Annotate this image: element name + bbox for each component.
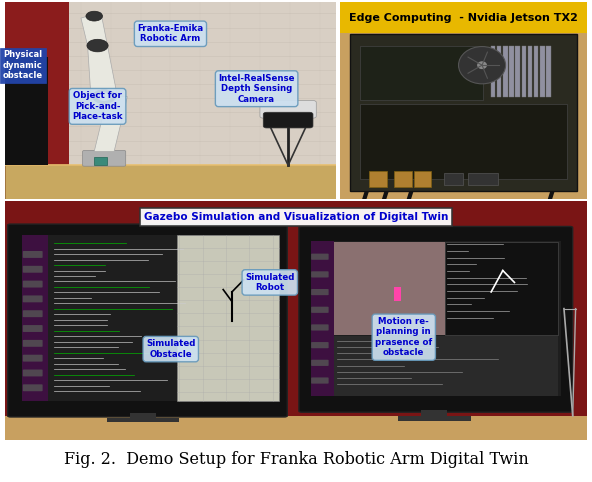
FancyBboxPatch shape: [263, 112, 313, 128]
FancyBboxPatch shape: [311, 342, 329, 348]
Text: Gazebo Simulation and Visualization of Digital Twin: Gazebo Simulation and Visualization of D…: [144, 212, 448, 222]
Text: Franka-Emika
Robotic Arm: Franka-Emika Robotic Arm: [137, 24, 204, 43]
Polygon shape: [81, 12, 108, 46]
FancyBboxPatch shape: [23, 266, 43, 273]
FancyBboxPatch shape: [5, 201, 587, 440]
FancyBboxPatch shape: [394, 287, 401, 301]
FancyBboxPatch shape: [94, 157, 108, 165]
FancyBboxPatch shape: [22, 235, 49, 402]
FancyBboxPatch shape: [23, 281, 43, 288]
Circle shape: [87, 40, 108, 52]
FancyBboxPatch shape: [468, 173, 498, 185]
Text: Simulated
Robot: Simulated Robot: [245, 273, 294, 292]
FancyBboxPatch shape: [5, 165, 336, 199]
FancyBboxPatch shape: [394, 171, 411, 187]
FancyBboxPatch shape: [522, 46, 526, 96]
FancyBboxPatch shape: [443, 173, 464, 185]
Text: Motion re-
planning in
prasence of
obstacle: Motion re- planning in prasence of obsta…: [375, 317, 432, 357]
FancyBboxPatch shape: [540, 46, 545, 96]
FancyBboxPatch shape: [23, 310, 43, 317]
FancyBboxPatch shape: [5, 2, 69, 199]
FancyBboxPatch shape: [299, 227, 572, 412]
Text: Object for
Pick-and-
Place-task: Object for Pick-and- Place-task: [72, 92, 123, 121]
FancyBboxPatch shape: [534, 46, 539, 96]
FancyBboxPatch shape: [340, 2, 587, 199]
FancyBboxPatch shape: [23, 340, 43, 347]
Text: Intel-RealSense
Depth Sensing
Camera: Intel-RealSense Depth Sensing Camera: [218, 74, 295, 104]
FancyBboxPatch shape: [311, 254, 329, 260]
FancyBboxPatch shape: [528, 46, 532, 96]
FancyBboxPatch shape: [311, 307, 329, 313]
FancyBboxPatch shape: [5, 57, 48, 165]
FancyBboxPatch shape: [23, 251, 43, 258]
Circle shape: [459, 47, 506, 84]
Circle shape: [92, 90, 116, 104]
FancyBboxPatch shape: [107, 418, 179, 422]
Circle shape: [477, 61, 487, 69]
FancyBboxPatch shape: [398, 416, 471, 421]
FancyBboxPatch shape: [491, 46, 495, 96]
Circle shape: [86, 11, 102, 21]
FancyBboxPatch shape: [311, 360, 329, 366]
FancyBboxPatch shape: [23, 370, 43, 376]
FancyBboxPatch shape: [311, 324, 329, 331]
FancyBboxPatch shape: [311, 271, 329, 278]
Text: Physical
dynamic
obstacle: Physical dynamic obstacle: [3, 50, 43, 80]
FancyBboxPatch shape: [369, 171, 387, 187]
FancyBboxPatch shape: [5, 2, 336, 199]
FancyBboxPatch shape: [23, 355, 43, 362]
FancyBboxPatch shape: [350, 34, 577, 191]
FancyBboxPatch shape: [497, 46, 501, 96]
FancyBboxPatch shape: [311, 289, 329, 295]
Polygon shape: [88, 46, 117, 96]
FancyBboxPatch shape: [503, 46, 507, 96]
FancyBboxPatch shape: [311, 241, 334, 396]
Text: Simulated
Obstacle: Simulated Obstacle: [146, 339, 195, 359]
FancyBboxPatch shape: [311, 241, 561, 396]
FancyBboxPatch shape: [422, 410, 448, 417]
Polygon shape: [94, 96, 127, 151]
FancyBboxPatch shape: [359, 105, 568, 179]
FancyBboxPatch shape: [334, 336, 558, 396]
FancyBboxPatch shape: [8, 224, 287, 417]
Text: Fig. 2.  Demo Setup for Franka Robotic Arm Digital Twin: Fig. 2. Demo Setup for Franka Robotic Ar…: [63, 452, 529, 469]
FancyBboxPatch shape: [130, 414, 156, 419]
FancyBboxPatch shape: [340, 2, 587, 33]
FancyBboxPatch shape: [176, 235, 278, 402]
FancyBboxPatch shape: [516, 46, 520, 96]
FancyBboxPatch shape: [414, 171, 432, 187]
FancyBboxPatch shape: [260, 100, 316, 118]
FancyBboxPatch shape: [359, 46, 483, 100]
FancyBboxPatch shape: [546, 46, 551, 96]
FancyBboxPatch shape: [5, 416, 587, 440]
FancyBboxPatch shape: [334, 242, 445, 335]
FancyBboxPatch shape: [23, 384, 43, 391]
FancyBboxPatch shape: [509, 46, 514, 96]
FancyBboxPatch shape: [22, 235, 273, 402]
FancyBboxPatch shape: [23, 325, 43, 332]
Text: Edge Computing  - Nvidia Jetson TX2: Edge Computing - Nvidia Jetson TX2: [349, 13, 578, 23]
Circle shape: [97, 92, 111, 101]
FancyBboxPatch shape: [445, 242, 558, 335]
FancyBboxPatch shape: [311, 377, 329, 384]
FancyBboxPatch shape: [23, 295, 43, 302]
FancyBboxPatch shape: [83, 150, 126, 166]
